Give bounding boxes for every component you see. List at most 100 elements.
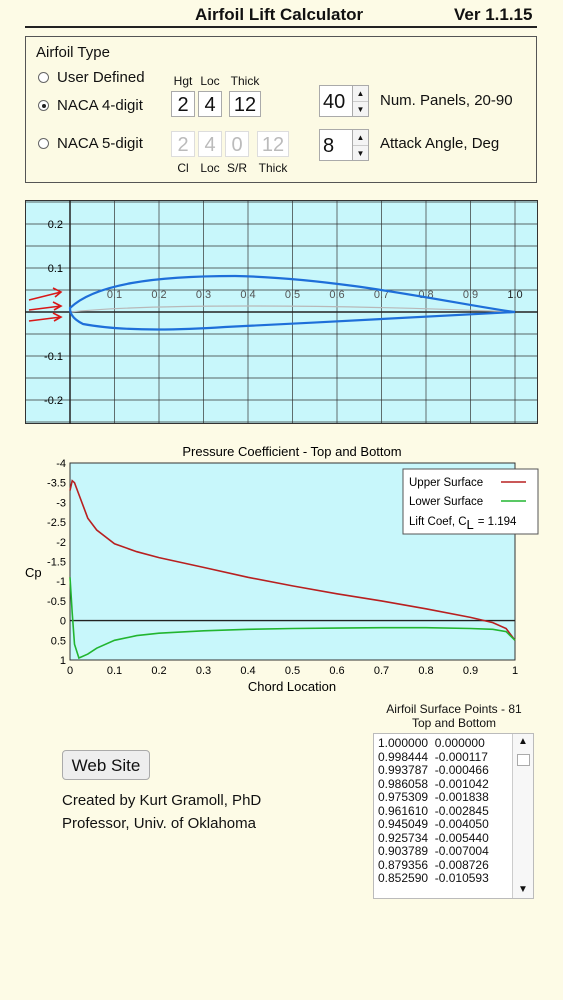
list-item[interactable]: 0.945049 -0.004050 [378,817,489,831]
num-panels-stepper[interactable]: 40 ▲ ▼ [319,85,369,117]
cp-x-tick-label: 0.7 [374,665,389,677]
flow-arrow-icon [28,301,63,311]
stepper-down-icon[interactable]: ▼ [356,149,365,158]
legend-lift-label: Lift Coef, CL = 1.194 [409,516,517,532]
legend-lower-label: Lower Surface [409,496,483,508]
airfoil-y-tick-label: 0.2 [48,219,63,231]
airfoil-type-panel: Airfoil Type User Defined NACA 4-digit N… [25,36,537,183]
upper-surface-line [69,479,516,641]
flow-arrows [28,287,63,322]
label-hgt: Hgt [173,74,193,88]
lift-label-subscript: L [467,517,474,532]
list-item[interactable]: 0.903789 -0.007004 [378,844,489,858]
airfoil-y-tick-label: 0.1 [48,263,63,275]
cp-y-tick-label: -2 [56,537,66,549]
radio-label: NACA 5-digit [57,135,143,152]
naca5-location-input[interactable]: 4 [198,131,222,157]
radio-user-defined[interactable]: User Defined [38,69,145,86]
list-item[interactable]: 0.993787 -0.000466 [378,763,489,777]
cp-x-tick-label: 0.6 [329,665,344,677]
cp-y-tick-label: -3.5 [47,478,66,490]
x-axis-label: Chord Location [248,679,336,694]
airfoil-shape-plot: 0.20.1-0.1-0.2 0.1 0.2 0.3 0.4 0.5 0.6 0.7 0.8 0… [25,200,538,424]
list-item[interactable]: 0.998444 -0.000117 [378,749,488,764]
title-bar: Airfoil Lift Calculator Ver 1.1.15 [0,0,563,28]
list-item[interactable]: 0.852590 -0.010593 [378,871,489,885]
lift-value: = 1.194 [478,516,517,528]
panel-title: Airfoil Type [36,44,110,61]
scroll-down-icon[interactable]: ▼ [518,884,528,895]
airfoil-x-tick-label: 0.1 [107,289,122,301]
list-item[interactable]: 0.986058 -0.001042 [378,776,489,791]
legend-upper-label: Upper Surface [409,477,483,489]
naca5-sr-input[interactable]: 0 [225,131,249,157]
points-list-title: Airfoil Surface Points - 81 [386,702,522,716]
cp-x-tick-label: 0.8 [418,665,433,677]
naca5-thickness-input[interactable]: 12 [257,131,289,157]
airfoil-surface [68,274,516,331]
radio-icon [38,138,49,149]
credit-author: Created by Kurt Gramoll, PhD [62,792,262,809]
scroll-thumb[interactable] [517,754,530,766]
points-list-subtitle: Top and Bottom [411,716,497,730]
naca4-height-input[interactable]: 2 [171,91,195,117]
cp-x-tick-label: 0 [67,665,73,677]
airfoil-x-tick-label: 0.6 [329,289,344,301]
version-label: Ver 1.1.15 [454,5,533,24]
cp-y-tick-label: -3 [56,497,66,509]
lift-label-text: Lift Coef, C [409,516,467,528]
title-divider [25,26,537,28]
cp-x-tick-label: 0.4 [240,665,255,677]
chart-title: Pressure Coefficient - Top and Bottom [182,444,401,459]
web-site-button[interactable]: Web Site [62,750,150,780]
airfoil-x-tick-label: 1.0 [507,289,522,301]
points-scrollbar[interactable]: ▲ ▼ [512,734,533,898]
airfoil-x-tick-label: 0.9 [463,289,478,301]
radio-icon [38,72,49,83]
lower-surface-line [69,577,516,660]
cp-y-tick-label: -2.5 [47,517,66,529]
label-thick: Thick [230,74,260,88]
surface-points-list[interactable]: 1.000000 0.000000 0.998444 -0.000117 0.993… [373,733,534,899]
cp-x-tick-label: 0.2 [151,665,166,677]
radio-selected-icon [38,100,49,111]
num-panels-value[interactable]: 40 [319,85,353,117]
camber-line [69,305,516,313]
naca4-location-input[interactable]: 4 [198,91,222,117]
cp-y-tick-label: -4 [56,458,66,470]
num-panels-label: Num. Panels, 20-90 [380,92,513,109]
list-item[interactable]: 0.879356 -0.008726 [378,857,489,872]
stepper-down-icon[interactable]: ▼ [356,105,365,114]
credit-affiliation: Professor, Univ. of Oklahoma [62,815,256,832]
naca4-thickness-input[interactable]: 12 [229,91,261,117]
cp-x-tick-label: 1 [512,665,518,677]
flow-arrow-icon [28,287,63,301]
stepper-up-icon[interactable]: ▲ [353,130,368,146]
list-item[interactable]: 0.925734 -0.005440 [378,830,489,845]
airfoil-x-tick-label: 0.5 [285,289,300,301]
attack-angle-value[interactable]: 8 [319,129,353,161]
y-axis-label: Cp [25,565,42,580]
stepper-up-icon[interactable]: ▲ [353,86,368,102]
airfoil-x-tick-label: 0.7 [374,289,389,301]
attack-angle-stepper[interactable]: 8 ▲ ▼ [319,129,369,161]
label-loc: Loc [200,74,220,88]
cp-y-tick-label: -0.5 [47,596,66,608]
airfoil-x-tick-label: 0.2 [151,289,166,301]
label-loc: Loc [200,161,220,175]
list-item[interactable]: 0.975309 -0.001838 [378,790,489,804]
label-thick: Thick [258,161,288,175]
cp-x-tick-label: 0.1 [107,665,122,677]
radio-label: User Defined [57,69,145,86]
airfoil-y-tick-label: -0.2 [44,395,63,407]
radio-naca-5-digit[interactable]: NACA 5-digit [38,135,143,152]
naca5-cl-input[interactable]: 2 [171,131,195,157]
list-item[interactable]: 0.961610 -0.002845 [378,803,489,818]
radio-naca-4-digit[interactable]: NACA 4-digit [38,97,143,114]
cp-y-tick-label: 0.5 [51,635,66,647]
list-item[interactable]: 1.000000 0.000000 [378,736,485,750]
scroll-up-icon[interactable]: ▲ [518,736,528,747]
label-sr: S/R [226,161,247,175]
cp-y-tick-label: -1 [56,576,66,588]
cp-y-tick-label: 1 [60,655,66,667]
